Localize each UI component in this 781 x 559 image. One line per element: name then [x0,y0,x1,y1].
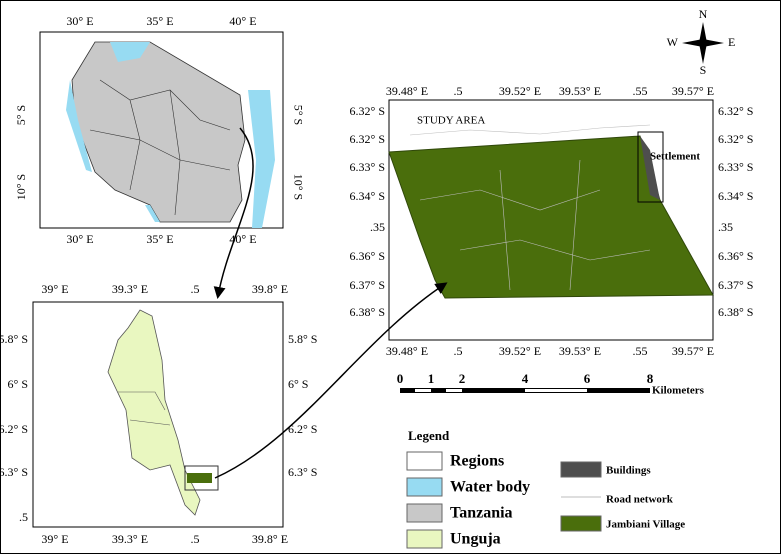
legend-swatch [406,451,443,471]
lon-label: 40° E [229,232,256,246]
lon-label: 39.8° E [252,532,288,546]
map-title: STUDY AREA [417,115,485,127]
legend-label: Road network [606,494,674,506]
lat-label: .35 [370,220,385,234]
scale-tick-label: 6 [584,371,591,386]
lat-label: 6.34° S [350,189,385,203]
lat-label: 6.3° S [0,465,28,479]
lat-label: 6.36° S [718,249,753,263]
lon-label: 39.52° E [499,84,541,98]
lon-label: 40° E [229,14,256,28]
lat-label: 6.33° S [350,160,385,174]
compass-s: S [700,63,707,77]
road-network [409,124,651,291]
study-area-box [184,465,219,491]
lon-label: 30° E [66,232,93,246]
compass-n: N [699,7,708,21]
legend-label: Tanzania [450,505,513,522]
lat-label: 6.38° S [718,305,753,319]
lat-label: 5° S [291,105,305,125]
lon-label: .5 [454,84,463,98]
scale-bar [400,388,650,393]
lat-label: 6.37° S [350,278,385,292]
lon-label: 39° E [41,532,68,546]
lon-label: 39.48° E [386,344,428,358]
lat-label: 6.3° S [288,465,317,479]
lon-label: 39.3° E [112,282,148,296]
lon-label: 39.48° E [386,84,428,98]
legend-label: Water body [450,479,530,496]
scale-tick-label: 1 [428,371,435,386]
lon-label: .5 [191,532,200,546]
legend-swatch [560,461,602,478]
lon-label: 39.53° E [559,84,601,98]
legend-label: Jambiani Village [606,519,685,531]
lat-label: 6.32° S [718,104,753,118]
lon-label: 39.57° E [672,344,714,358]
lat-label: 6.38° S [350,305,385,319]
scale-tick-label: 4 [522,371,529,386]
lon-label: 39.8° E [252,282,288,296]
lon-label: 39.3° E [112,532,148,546]
buildings [640,136,660,200]
legend-title: Legend [408,428,450,443]
lat-label: .5 [19,510,28,524]
regions [89,79,231,216]
lon-label: 39° E [41,282,68,296]
lat-label: 5.8° S [288,332,317,346]
lat-label: 6.32° S [350,104,385,118]
legend-label: Regions [450,453,504,470]
compass-w: W [667,35,679,49]
lon-label: .55 [633,84,648,98]
legend-swatch [406,477,443,497]
compass: N E S W [667,7,736,77]
lat-label: 6.32° S [350,132,385,146]
legend-swatch [560,515,602,532]
settlement-box [637,131,664,203]
legend-swatch [406,503,443,523]
lon-label: 35° E [146,232,173,246]
lon-label: .5 [191,282,200,296]
lat-label: 6.36° S [350,249,385,263]
lat-label: 6° S [288,377,308,391]
scale-unit: Kilometers [652,385,705,397]
scale-tick-label: 8 [647,371,654,386]
lon-label: 39.57° E [672,84,714,98]
legend-swatch [406,529,443,549]
lat-label: 6.37° S [718,278,753,292]
lat-label: .35 [718,220,733,234]
annotation: Settlement [650,151,700,163]
lat-label: 10° S [291,174,305,200]
jambiani-village [187,473,212,483]
lon-label: 39.53° E [559,344,601,358]
lat-label: 6.32° S [718,132,753,146]
arrow [214,282,448,479]
lat-label: 6.33° S [718,160,753,174]
arrow [213,127,254,299]
lon-label: .55 [633,344,648,358]
lat-label: 5° S [14,105,28,125]
scale-tick-label: 0 [397,371,404,386]
legend-label: Unguja [450,531,501,548]
lat-label: 6.34° S [718,189,753,203]
lon-label: 30° E [66,14,93,28]
lat-label: 6.2° S [288,422,317,436]
lon-label: 35° E [146,14,173,28]
lat-label: 10° S [14,174,28,200]
lat-label: 6° S [8,377,28,391]
scale-tick-label: 2 [459,371,466,386]
legend-label: Buildings [606,465,651,477]
compass-e: E [728,35,735,49]
regions [118,391,171,426]
lon-label: .5 [454,344,463,358]
lon-label: 39.52° E [499,344,541,358]
lat-label: 6.2° S [0,422,28,436]
water-body [66,42,275,228]
unguja [107,309,201,516]
lat-label: 5.8° S [0,332,28,346]
